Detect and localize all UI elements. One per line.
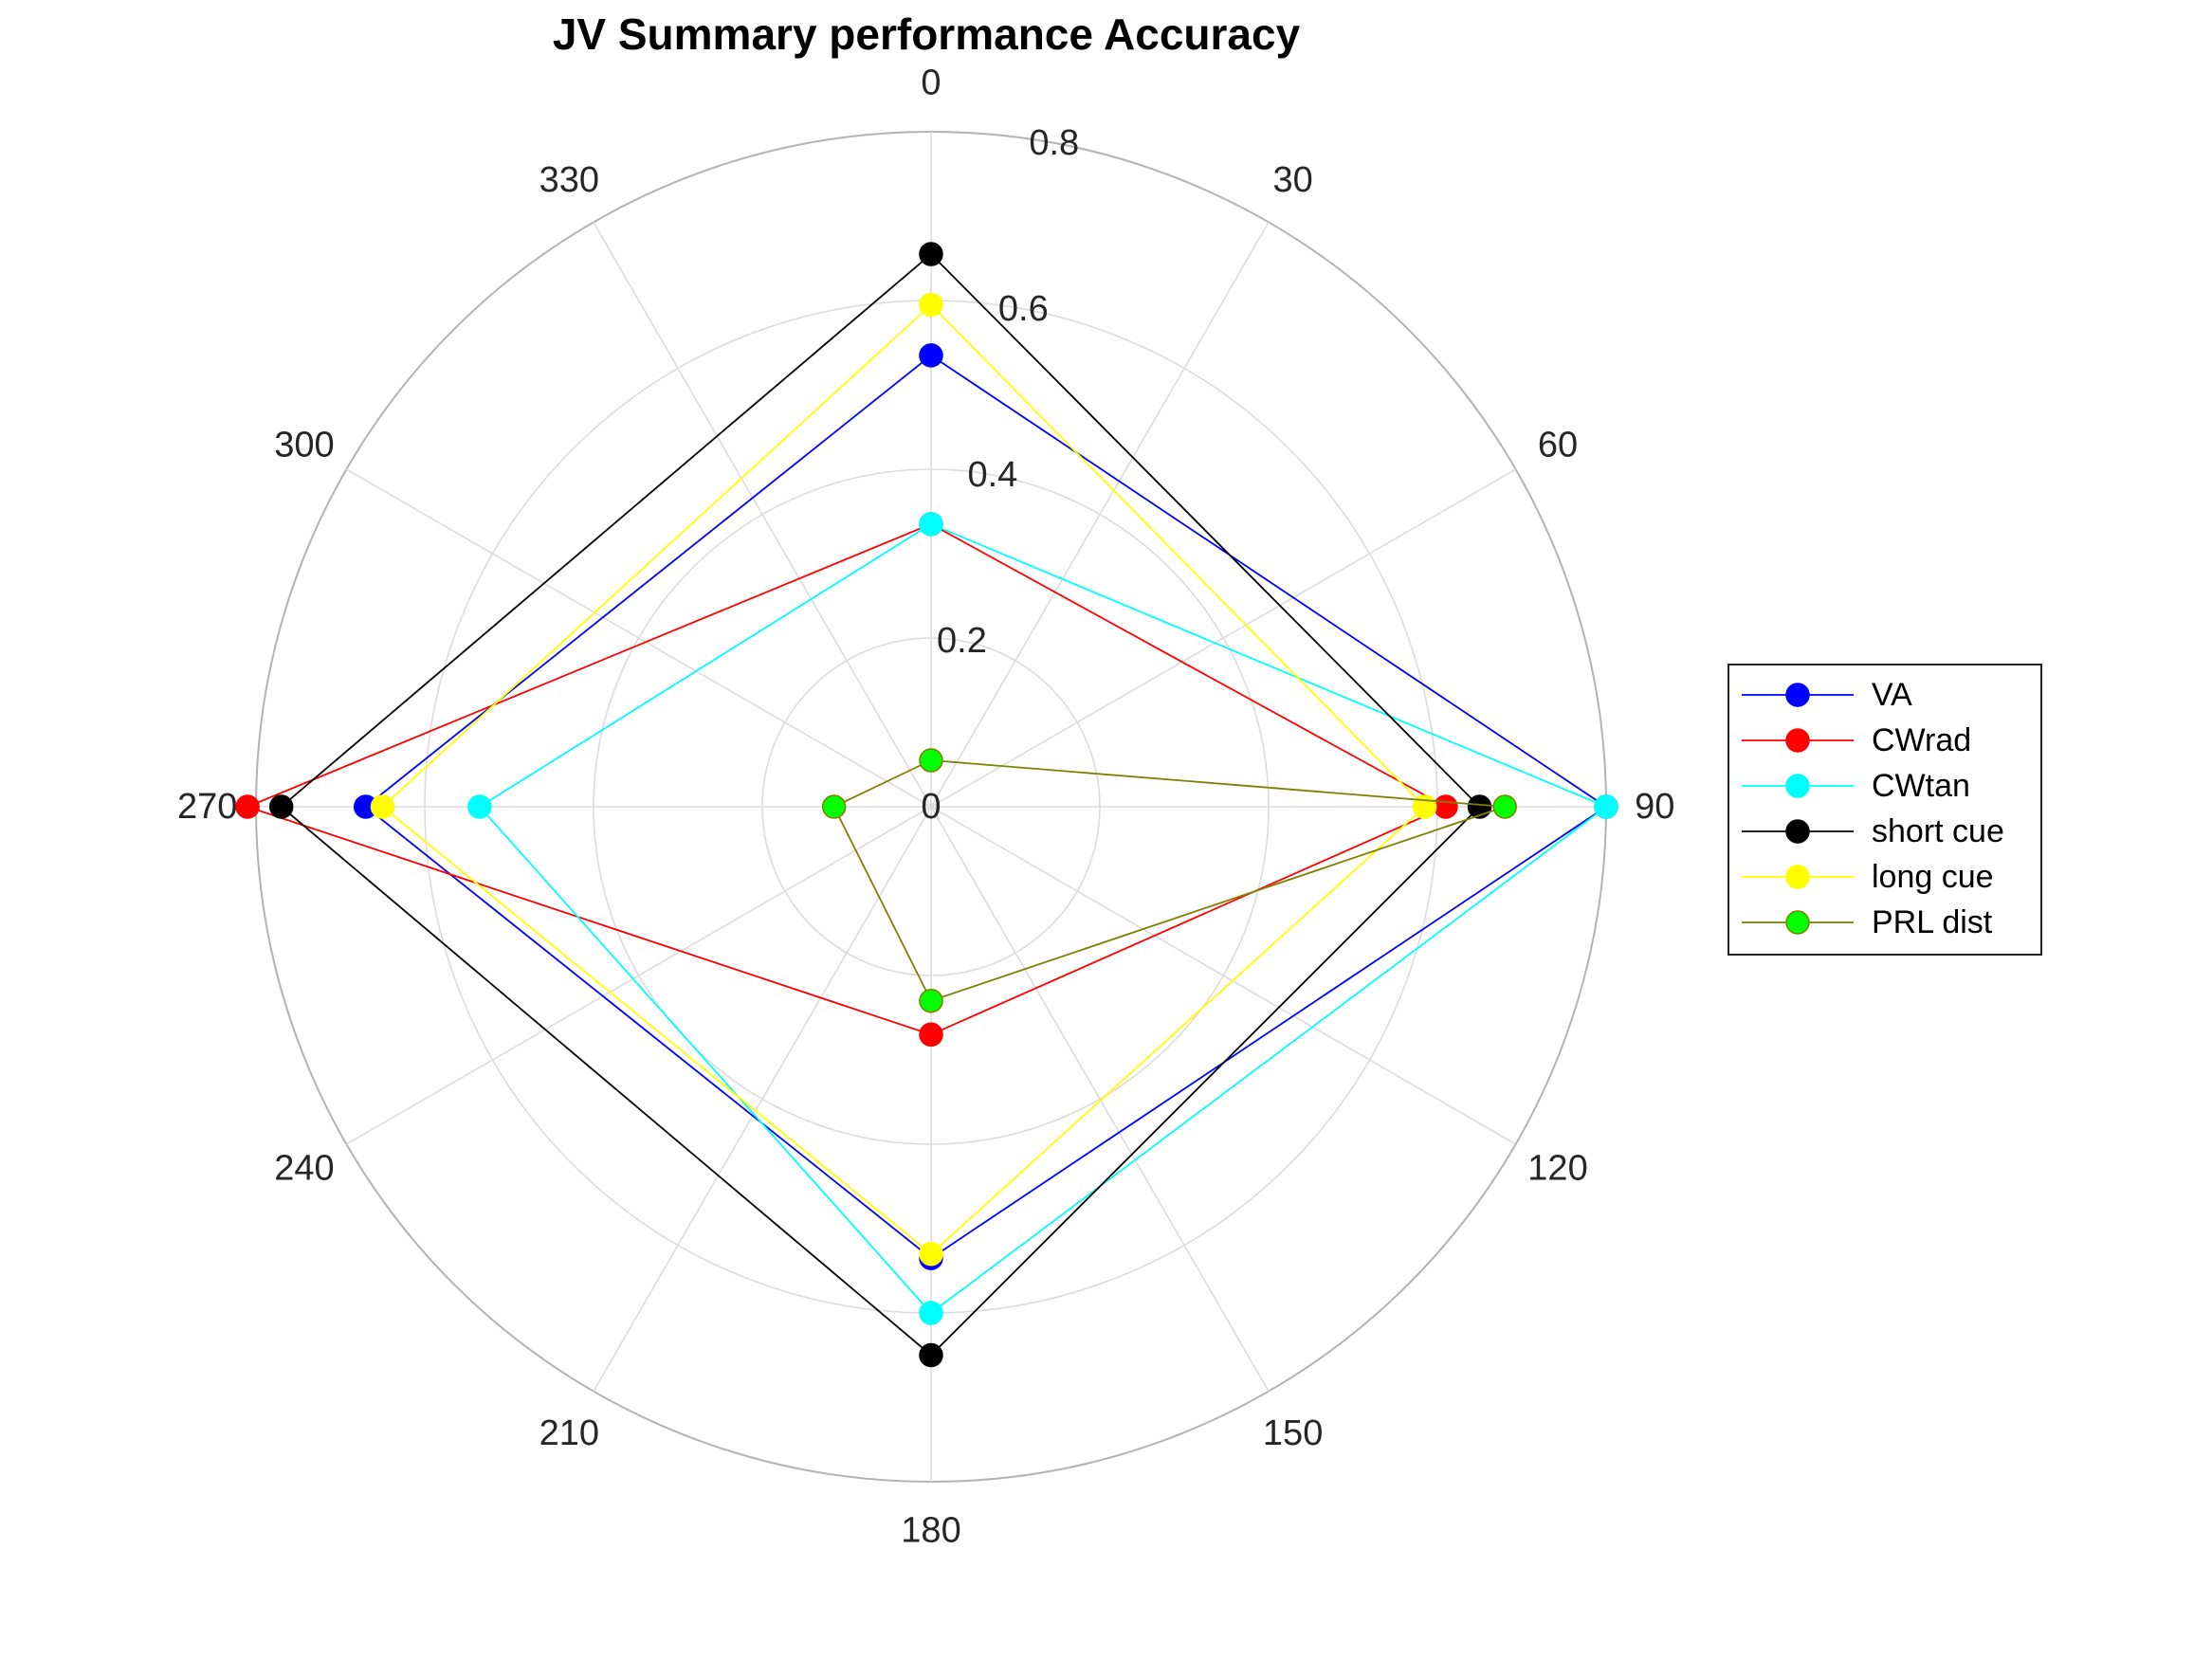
series-1 xyxy=(235,512,1458,1048)
series-group xyxy=(235,242,1618,1368)
r-tick-label-3: 0.6 xyxy=(998,289,1049,329)
legend-label-4: long cue xyxy=(1872,859,1994,895)
data-point-2-3 xyxy=(467,794,492,819)
theta-tick-label-7: 210 xyxy=(539,1413,599,1453)
legend-items: VA CWrad CWtan short cue long cue PRL dist xyxy=(1742,677,2004,940)
data-point-4-2 xyxy=(919,1241,943,1267)
data-point-5-3 xyxy=(821,794,847,819)
theta-tick-label-3: 90 xyxy=(1635,787,1674,827)
series-3 xyxy=(268,242,1492,1368)
legend-marker-5 xyxy=(1785,910,1810,935)
data-point-1-2 xyxy=(919,1022,943,1048)
legend-label-5: PRL dist xyxy=(1872,904,1993,940)
data-point-4-3 xyxy=(370,794,395,819)
r-tick-label-2: 0.4 xyxy=(967,455,1017,495)
r-tick-label-0: 0 xyxy=(921,787,941,827)
data-point-2-0 xyxy=(919,512,943,537)
theta-tick-label-5: 150 xyxy=(1263,1413,1323,1453)
legend-label-3: short cue xyxy=(1872,813,2004,849)
series-line-1 xyxy=(245,522,1448,1036)
theta-grid-line-4 xyxy=(930,806,1517,1145)
data-point-1-3 xyxy=(235,794,260,819)
data-point-2-2 xyxy=(919,1301,943,1325)
theta-tick-label-6: 180 xyxy=(901,1510,960,1550)
legend-marker-4 xyxy=(1785,865,1810,889)
theta-grid-line-2 xyxy=(930,468,1517,808)
data-point-5-2 xyxy=(919,988,943,1013)
series-5 xyxy=(821,748,1517,1013)
tick-labels: 0 30 60 90 120 150 180 210 240 270 300 330 0 0.2 0.4 0.… xyxy=(177,64,1674,1551)
legend-label-1: CWrad xyxy=(1872,722,1971,758)
series-line-3 xyxy=(280,253,1481,1357)
series-2 xyxy=(467,512,1618,1325)
legend-marker-3 xyxy=(1785,819,1810,844)
legend-box xyxy=(1728,664,2042,956)
theta-tick-label-4: 120 xyxy=(1527,1149,1587,1189)
theta-tick-label-0: 0 xyxy=(921,64,941,103)
chart-title: JV Summary performance Accuracy xyxy=(553,9,1301,59)
r-tick-label-4: 0.8 xyxy=(1029,123,1079,163)
data-point-2-1 xyxy=(1594,794,1618,819)
theta-tick-label-8: 240 xyxy=(274,1149,334,1189)
theta-grid-line-7 xyxy=(593,806,932,1393)
legend-marker-1 xyxy=(1785,728,1810,753)
theta-grid-line-5 xyxy=(930,806,1270,1393)
theta-grid-line-10 xyxy=(345,468,932,808)
data-point-4-0 xyxy=(919,292,943,318)
theta-grid-line-11 xyxy=(593,221,932,808)
series-line-2 xyxy=(478,522,1608,1315)
data-point-3-3 xyxy=(268,794,294,819)
theta-tick-label-1: 30 xyxy=(1272,160,1312,200)
legend-label-0: VA xyxy=(1872,677,1912,713)
theta-tick-label-11: 330 xyxy=(539,160,599,200)
data-point-3-0 xyxy=(919,242,943,266)
theta-tick-label-9: 270 xyxy=(177,787,237,827)
data-point-0-0 xyxy=(919,343,943,368)
data-point-5-1 xyxy=(1492,794,1517,819)
theta-grid-line-1 xyxy=(930,221,1270,808)
legend-marker-2 xyxy=(1785,774,1810,798)
data-point-5-0 xyxy=(919,748,943,773)
data-point-3-2 xyxy=(919,1342,943,1368)
theta-tick-label-2: 60 xyxy=(1538,425,1578,465)
legend: VA CWrad CWtan short cue long cue PRL dist xyxy=(1728,664,2042,956)
data-point-3-1 xyxy=(1467,794,1492,819)
legend-marker-0 xyxy=(1785,683,1810,707)
r-tick-label-1: 0.2 xyxy=(937,621,987,661)
series-4 xyxy=(370,292,1437,1267)
data-point-1-1 xyxy=(1434,794,1458,819)
theta-grid-line-8 xyxy=(345,806,932,1145)
legend-label-2: CWtan xyxy=(1872,768,1970,804)
theta-tick-label-10: 300 xyxy=(274,425,334,465)
series-line-4 xyxy=(381,303,1426,1255)
